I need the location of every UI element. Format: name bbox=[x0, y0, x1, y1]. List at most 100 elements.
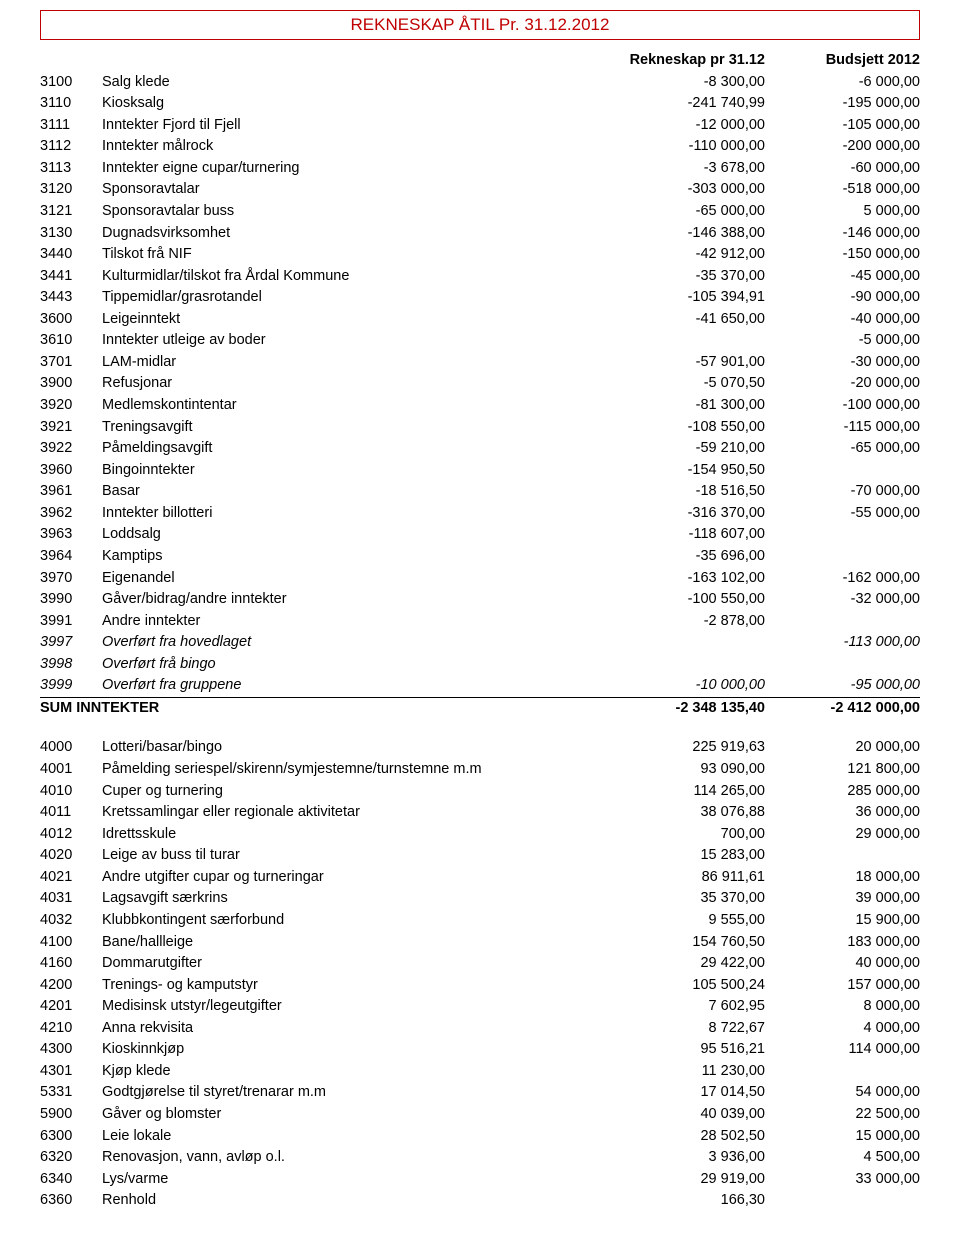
account-code: 6320 bbox=[40, 1147, 102, 1169]
budsjett-value bbox=[765, 1061, 920, 1083]
table-row: 4020Leige av buss til turar15 283,00 bbox=[40, 845, 920, 867]
rekneskap-value bbox=[610, 654, 765, 676]
budsjett-value: -90 000,00 bbox=[765, 287, 920, 309]
account-code: 4100 bbox=[40, 932, 102, 954]
account-code: 4300 bbox=[40, 1039, 102, 1061]
budsjett-value: -40 000,00 bbox=[765, 309, 920, 331]
rekneskap-value: 29 919,00 bbox=[610, 1169, 765, 1191]
budsjett-value: 18 000,00 bbox=[765, 867, 920, 889]
budsjett-value: 40 000,00 bbox=[765, 953, 920, 975]
table-row: 3110Kiosksalg-241 740,99-195 000,00 bbox=[40, 93, 920, 115]
budsjett-value bbox=[765, 1190, 920, 1212]
table-row: 3441Kulturmidlar/tilskot fra Årdal Kommu… bbox=[40, 266, 920, 288]
account-desc: Andre inntekter bbox=[102, 611, 610, 633]
account-desc: Inntekter eigne cupar/turnering bbox=[102, 158, 610, 180]
account-desc: Andre utgifter cupar og turneringar bbox=[102, 867, 610, 889]
account-desc: Bingoinntekter bbox=[102, 460, 610, 482]
account-desc: Dommarutgifter bbox=[102, 953, 610, 975]
table-row: 3610Inntekter utleige av boder-5 000,00 bbox=[40, 330, 920, 352]
budsjett-value: -45 000,00 bbox=[765, 266, 920, 288]
account-desc: Inntekter målrock bbox=[102, 136, 610, 158]
account-desc: Cuper og turnering bbox=[102, 781, 610, 803]
budsjett-value: 285 000,00 bbox=[765, 781, 920, 803]
account-desc: Leigeinntekt bbox=[102, 309, 610, 331]
account-desc: Kretssamlingar eller regionale aktivitet… bbox=[102, 802, 610, 824]
rekneskap-value: 15 283,00 bbox=[610, 845, 765, 867]
table-row: 3964Kamptips-35 696,00 bbox=[40, 546, 920, 568]
table-row: 3111Inntekter Fjord til Fjell-12 000,00-… bbox=[40, 115, 920, 137]
rekneskap-value bbox=[610, 632, 765, 654]
budsjett-value: -200 000,00 bbox=[765, 136, 920, 158]
table-row: 4160Dommarutgifter29 422,0040 000,00 bbox=[40, 953, 920, 975]
account-desc: Basar bbox=[102, 481, 610, 503]
account-desc: Dugnadsvirksomhet bbox=[102, 223, 610, 245]
account-code: 3112 bbox=[40, 136, 102, 158]
account-code: 4012 bbox=[40, 824, 102, 846]
budsjett-value: -518 000,00 bbox=[765, 179, 920, 201]
table-row: 4031Lagsavgift særkrins35 370,0039 000,0… bbox=[40, 888, 920, 910]
account-code: 4200 bbox=[40, 975, 102, 997]
account-desc: Overført frå bingo bbox=[102, 654, 610, 676]
account-desc: Renovasjon, vann, avløp o.l. bbox=[102, 1147, 610, 1169]
budsjett-value: 114 000,00 bbox=[765, 1039, 920, 1061]
account-desc: Medlemskontintentar bbox=[102, 395, 610, 417]
account-desc: Inntekter billotteri bbox=[102, 503, 610, 525]
table-row: 4021Andre utgifter cupar og turneringar8… bbox=[40, 867, 920, 889]
sum-v1: -2 348 135,40 bbox=[610, 697, 765, 719]
account-code: 3610 bbox=[40, 330, 102, 352]
account-code: 4010 bbox=[40, 781, 102, 803]
budsjett-value: -113 000,00 bbox=[765, 632, 920, 654]
account-desc: Kulturmidlar/tilskot fra Årdal Kommune bbox=[102, 266, 610, 288]
rekneskap-value: -154 950,50 bbox=[610, 460, 765, 482]
rekneskap-value: 8 722,67 bbox=[610, 1018, 765, 1040]
table-row: 4010Cuper og turnering114 265,00285 000,… bbox=[40, 781, 920, 803]
rekneskap-value: 105 500,24 bbox=[610, 975, 765, 997]
account-desc: Sponsoravtalar bbox=[102, 179, 610, 201]
account-code: 3110 bbox=[40, 93, 102, 115]
table-row: 4012Idrettsskule700,0029 000,00 bbox=[40, 824, 920, 846]
account-code: 6300 bbox=[40, 1126, 102, 1148]
account-desc: Kioskinnkjøp bbox=[102, 1039, 610, 1061]
rekneskap-value: -5 070,50 bbox=[610, 373, 765, 395]
account-code: 3999 bbox=[40, 675, 102, 697]
account-code: 3113 bbox=[40, 158, 102, 180]
rekneskap-value: 700,00 bbox=[610, 824, 765, 846]
account-code: 3921 bbox=[40, 417, 102, 439]
table-row: 3922Påmeldingsavgift-59 210,00-65 000,00 bbox=[40, 438, 920, 460]
account-code: 3920 bbox=[40, 395, 102, 417]
budsjett-value: -100 000,00 bbox=[765, 395, 920, 417]
rekneskap-value: -65 000,00 bbox=[610, 201, 765, 223]
title-box: REKNESKAP ÅTIL Pr. 31.12.2012 bbox=[40, 10, 920, 40]
account-code: 3100 bbox=[40, 72, 102, 94]
account-code: 4031 bbox=[40, 888, 102, 910]
account-code: 3600 bbox=[40, 309, 102, 331]
account-code: 4000 bbox=[40, 737, 102, 759]
accounts-table: Rekneskap pr 31.12 Budsjett 2012 3100Sal… bbox=[40, 50, 920, 1212]
rekneskap-value: -42 912,00 bbox=[610, 244, 765, 266]
account-code: 4201 bbox=[40, 996, 102, 1018]
budsjett-value bbox=[765, 460, 920, 482]
account-desc: Gåver og blomster bbox=[102, 1104, 610, 1126]
account-desc: Renhold bbox=[102, 1190, 610, 1212]
budsjett-value: 121 800,00 bbox=[765, 759, 920, 781]
rekneskap-value: -10 000,00 bbox=[610, 675, 765, 697]
budsjett-value bbox=[765, 546, 920, 568]
table-row: 3990Gåver/bidrag/andre inntekter-100 550… bbox=[40, 589, 920, 611]
table-row: 6320Renovasjon, vann, avløp o.l.3 936,00… bbox=[40, 1147, 920, 1169]
table-row: 6300Leie lokale28 502,5015 000,00 bbox=[40, 1126, 920, 1148]
budsjett-value bbox=[765, 611, 920, 633]
rekneskap-value: 225 919,63 bbox=[610, 737, 765, 759]
account-desc: Lys/varme bbox=[102, 1169, 610, 1191]
account-desc: Tilskot frå NIF bbox=[102, 244, 610, 266]
budsjett-value: -55 000,00 bbox=[765, 503, 920, 525]
budsjett-value: -195 000,00 bbox=[765, 93, 920, 115]
budsjett-value: -5 000,00 bbox=[765, 330, 920, 352]
budsjett-value: -95 000,00 bbox=[765, 675, 920, 697]
account-desc: Overført fra gruppene bbox=[102, 675, 610, 697]
account-code: 3443 bbox=[40, 287, 102, 309]
account-code: 3997 bbox=[40, 632, 102, 654]
rekneskap-value: 28 502,50 bbox=[610, 1126, 765, 1148]
rekneskap-value: 86 911,61 bbox=[610, 867, 765, 889]
account-desc: Inntekter Fjord til Fjell bbox=[102, 115, 610, 137]
rekneskap-value: 166,30 bbox=[610, 1190, 765, 1212]
